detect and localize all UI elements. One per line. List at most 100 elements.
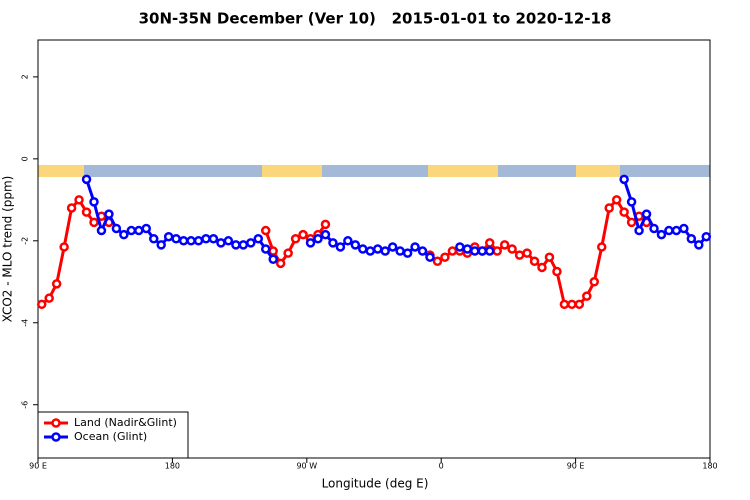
data-point xyxy=(223,236,234,246)
data-point xyxy=(402,248,413,258)
data-point xyxy=(529,256,540,267)
data-point xyxy=(320,219,331,230)
data-point xyxy=(260,244,271,254)
data-point xyxy=(664,225,674,236)
data-point xyxy=(343,236,353,246)
land-strip xyxy=(428,165,498,177)
x-tick-label: 90 W xyxy=(296,462,317,471)
data-point xyxy=(253,234,264,244)
data-point xyxy=(96,225,107,236)
data-point xyxy=(126,225,137,236)
plot-frame xyxy=(37,39,711,459)
data-point xyxy=(320,229,331,240)
land-ocean-strip xyxy=(38,165,710,177)
data-point xyxy=(522,248,532,258)
data-point xyxy=(305,238,316,248)
data-point xyxy=(163,231,174,242)
data-point xyxy=(507,244,517,254)
data-point xyxy=(89,197,99,207)
data-point xyxy=(238,240,249,250)
y-axis-label: XCO2 - MLO trend (ppm) xyxy=(1,176,15,323)
data-point xyxy=(59,242,69,252)
y-tick-label: -2 xyxy=(21,237,30,245)
land-strip xyxy=(262,165,322,177)
data-point xyxy=(440,252,450,262)
data-point xyxy=(74,195,84,205)
data-point xyxy=(246,238,256,248)
data-point xyxy=(619,174,629,185)
legend: Land (Nadir&Glint)Ocean (Glint) xyxy=(37,411,189,459)
land-strip xyxy=(576,165,620,177)
data-point xyxy=(335,242,346,252)
data-point xyxy=(193,236,204,246)
data-point xyxy=(328,238,338,248)
x-axis-label: Longitude (deg E) xyxy=(322,477,429,491)
data-point xyxy=(395,246,405,256)
data-point xyxy=(626,197,637,207)
data-point xyxy=(611,195,622,205)
data-point xyxy=(559,299,570,310)
data-point xyxy=(358,244,368,254)
data-point xyxy=(634,225,644,236)
data-point xyxy=(283,248,293,258)
data-point xyxy=(208,234,219,244)
y-tick-label: 0 xyxy=(21,156,30,161)
data-point xyxy=(701,231,712,242)
legend-box xyxy=(37,411,189,459)
data-point xyxy=(574,299,585,310)
data-point xyxy=(492,246,502,256)
x-tick-label: 90 E xyxy=(29,462,47,471)
data-point xyxy=(51,279,62,289)
data-point xyxy=(298,229,308,240)
data-point xyxy=(425,252,435,262)
data-point xyxy=(484,238,495,248)
data-point xyxy=(544,252,555,262)
data-point xyxy=(171,234,181,244)
y-tick-label: -4 xyxy=(21,319,30,327)
data-point xyxy=(66,203,77,213)
data-point xyxy=(537,262,547,273)
data-point xyxy=(134,225,144,236)
legend-marker xyxy=(51,432,61,442)
data-point xyxy=(81,207,92,217)
data-point xyxy=(119,229,129,240)
data-point xyxy=(44,293,54,303)
data-point xyxy=(313,234,323,244)
data-point xyxy=(275,258,286,269)
data-point xyxy=(582,291,592,301)
data-point xyxy=(81,174,92,185)
data-point xyxy=(372,244,383,254)
data-point xyxy=(679,223,689,234)
data-point xyxy=(514,250,525,260)
data-point xyxy=(455,242,465,252)
data-point xyxy=(656,229,667,240)
data-point xyxy=(186,236,196,246)
data-point xyxy=(641,209,652,219)
data-point xyxy=(417,246,428,256)
data-point xyxy=(589,277,600,287)
data-point xyxy=(686,234,697,244)
data-point xyxy=(694,240,704,250)
data-point xyxy=(216,238,226,248)
y-tick-label: -6 xyxy=(21,401,30,409)
data-point xyxy=(268,254,278,264)
data-point xyxy=(626,217,637,228)
data-point xyxy=(365,246,376,256)
data-point xyxy=(552,266,562,277)
data-point xyxy=(477,246,488,256)
legend-marker xyxy=(51,418,61,428)
data-point xyxy=(432,256,443,267)
x-tick-label: 180 xyxy=(702,462,717,471)
data-point xyxy=(410,242,420,252)
ocean-strip xyxy=(38,165,710,177)
data-point xyxy=(350,240,361,250)
x-tick-label: 180 xyxy=(165,462,180,471)
data-point xyxy=(499,240,510,250)
y-tick-label: 2 xyxy=(21,74,30,79)
data-point xyxy=(596,242,607,252)
data-point xyxy=(156,240,166,250)
data-point xyxy=(201,234,211,244)
data-point xyxy=(387,242,398,252)
data-point xyxy=(231,240,241,250)
